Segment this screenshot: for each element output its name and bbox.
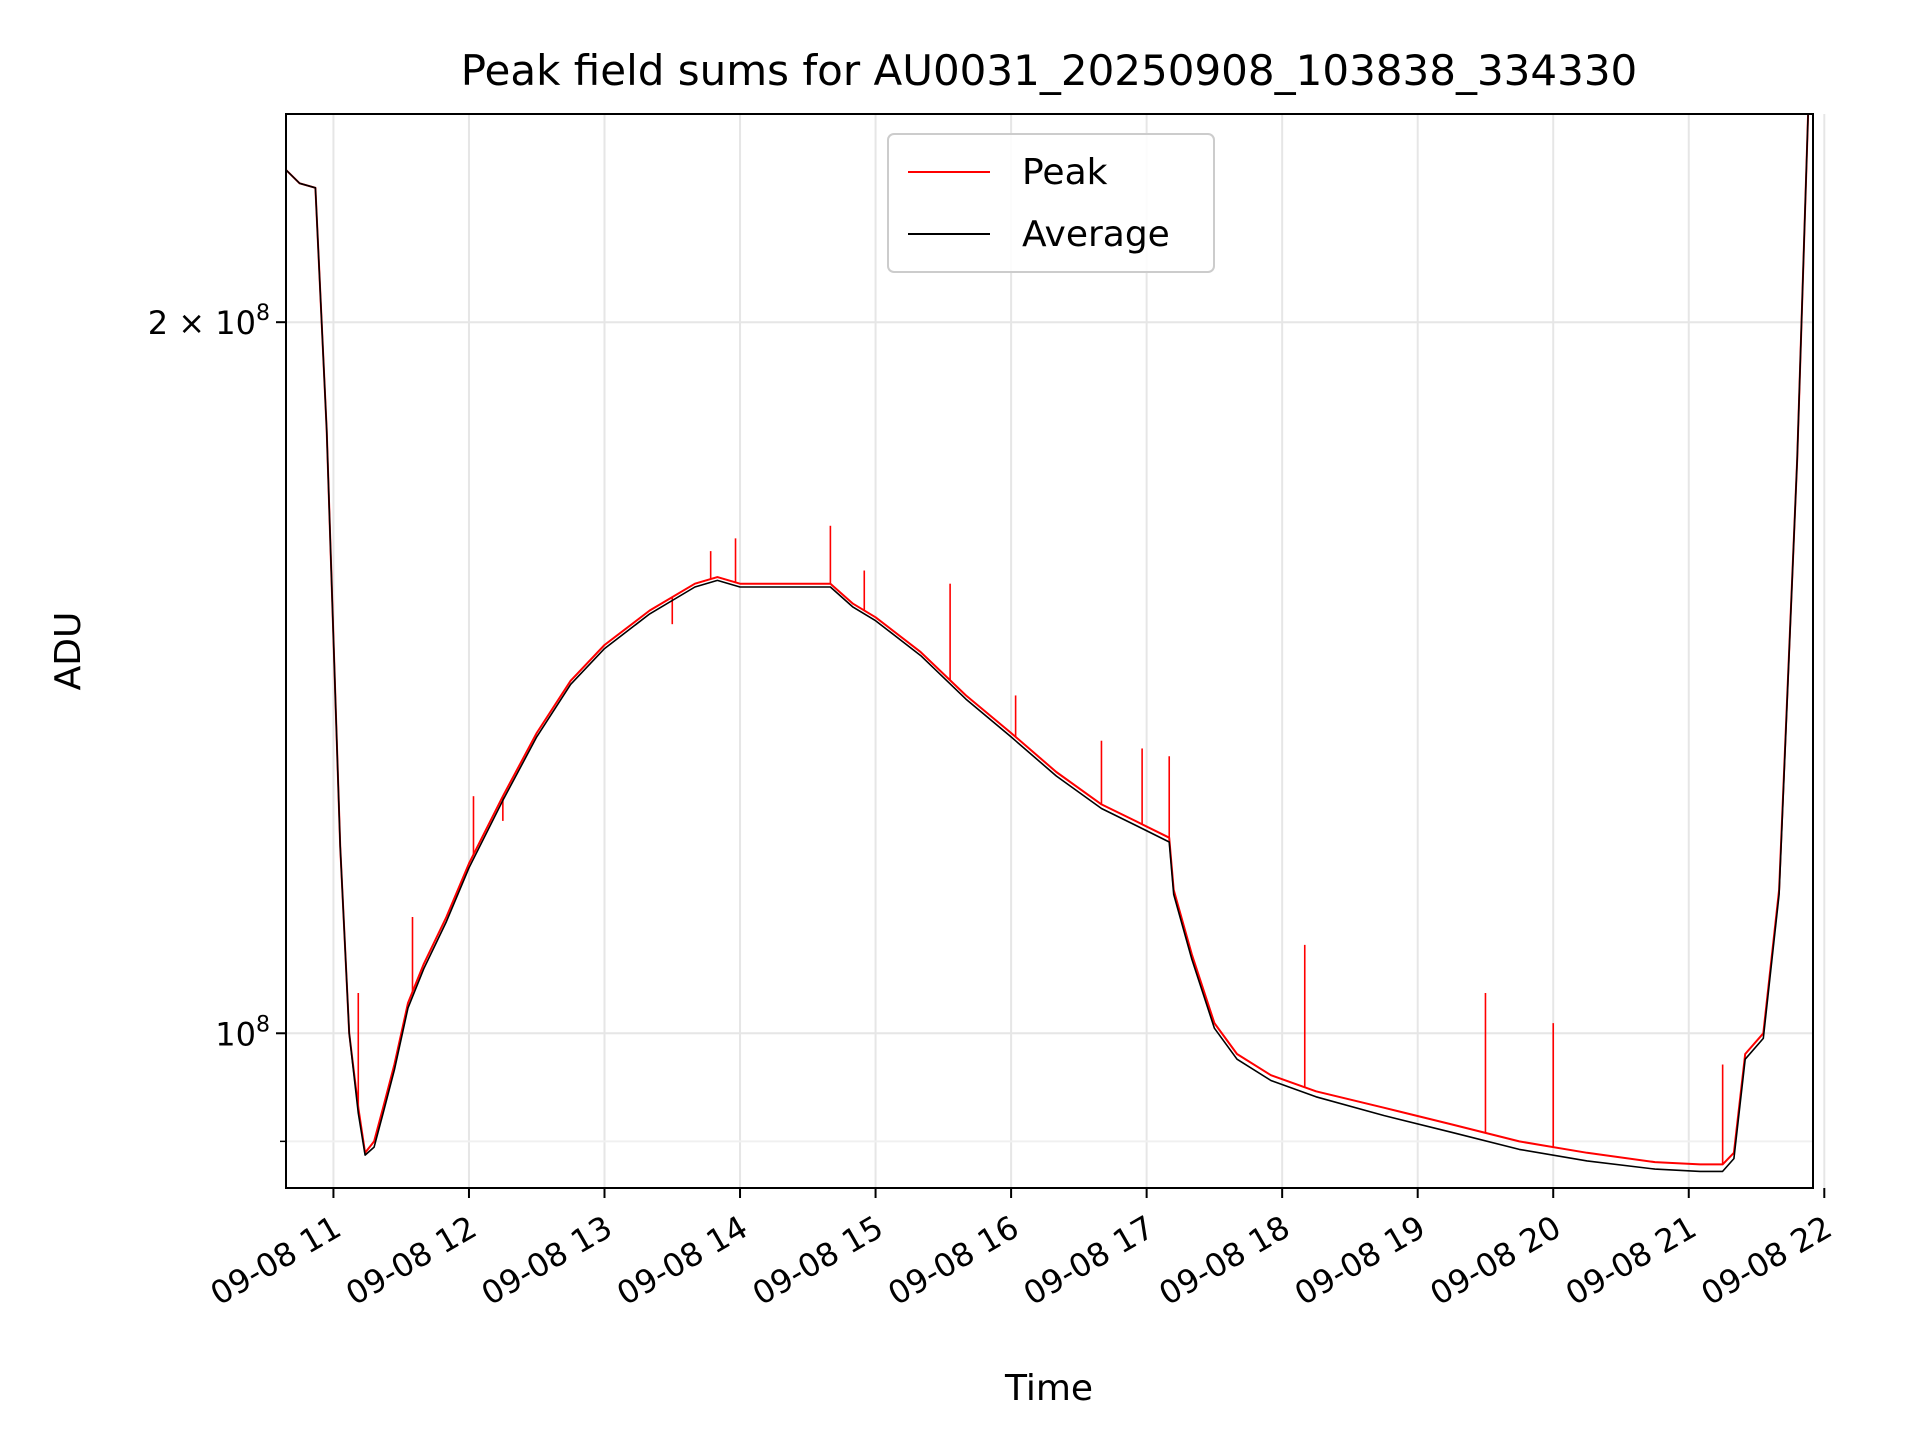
plot-frame	[285, 113, 1814, 1189]
y-tick-label: 108	[215, 1012, 270, 1053]
series-line-average	[286, 114, 1809, 1173]
x-axis-label: Time	[1004, 1368, 1093, 1409]
series-layer	[286, 114, 1810, 1173]
x-tick-label: 09-08 13	[475, 1208, 619, 1313]
legend-box	[887, 133, 1215, 273]
x-tick-label: 09-08 16	[881, 1208, 1025, 1313]
x-tick-label: 09-08 17	[1017, 1208, 1161, 1313]
x-tick-label: 09-08 19	[1288, 1208, 1432, 1313]
x-tick-label: 09-08 15	[746, 1208, 890, 1313]
x-tick-label: 09-08 18	[1153, 1208, 1297, 1313]
x-tick-label: 09-08 12	[339, 1208, 483, 1313]
y-tick-label: 2 × 108	[148, 301, 270, 342]
x-tick-label: 09-08 11	[204, 1208, 348, 1313]
x-tick-label: 09-08 20	[1424, 1208, 1568, 1313]
legend-label-average: Average	[1022, 214, 1170, 255]
x-tick-label: 09-08 14	[610, 1208, 754, 1313]
legend-label-peak: Peak	[1022, 152, 1108, 193]
x-tick-label: 09-08 22	[1695, 1208, 1839, 1313]
legend: Peak Average	[887, 133, 1215, 273]
series-line-peak	[286, 114, 1810, 1166]
x-tick-label: 09-08 21	[1559, 1208, 1703, 1313]
grid	[286, 114, 1826, 1188]
y-axis-label: ADU	[48, 612, 89, 691]
chart-title: Peak field sums for AU0031_20250908_1038…	[461, 46, 1638, 95]
y-axis-ticks: 2 × 108 108	[148, 301, 286, 1143]
